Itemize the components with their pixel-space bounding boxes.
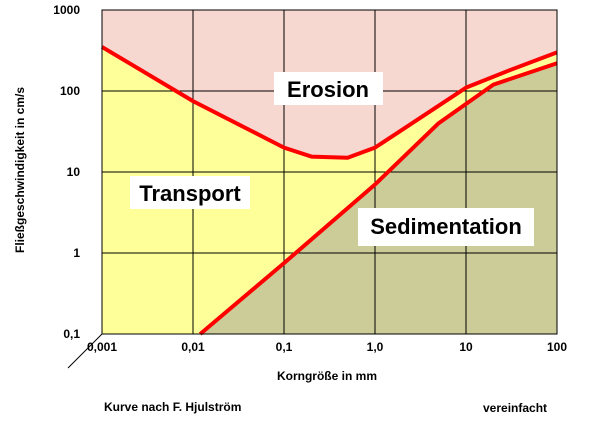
- transport-label-bg: [130, 176, 250, 209]
- x-axis-label: Korngröße in mm: [277, 369, 377, 383]
- x-tick-label-4: 10: [459, 340, 473, 354]
- source-note: Kurve nach F. Hjulström: [104, 400, 242, 414]
- tick-labels: 0,001 0,01 0,1 1,0 10 100 0,1 1 10 100 1000: [53, 3, 567, 354]
- x-tick-label-5: 100: [547, 340, 567, 354]
- x-tick-label-1: 0,01: [181, 340, 205, 354]
- curve-layer: [100, 45, 558, 336]
- y-tick-label-2: 10: [67, 165, 81, 179]
- transport-label: Transport: [139, 181, 241, 206]
- sedimentation-area: [200, 63, 557, 335]
- x-tick-label-0: 0,001: [87, 340, 117, 354]
- erosion-label-bg: [274, 72, 383, 105]
- erosion-label: Erosion: [287, 77, 369, 102]
- y-tick-label-4: 1000: [53, 3, 80, 17]
- y-tick-label-0: 0,1: [63, 327, 80, 341]
- sedimentation-curve: [198, 61, 558, 336]
- erosion-transport-curve: [100, 45, 558, 160]
- y-axis-label: Fließgeschwindigkeit in cm/s: [13, 87, 27, 253]
- simplified-note: vereinfacht: [483, 401, 548, 415]
- sedimentation-label: Sedimentation: [370, 214, 522, 239]
- x-tick-label-2: 0,1: [276, 340, 293, 354]
- plot-border: [101, 9, 558, 335]
- sedimentation-label-bg: [358, 208, 534, 246]
- y-tick-label-3: 100: [60, 84, 80, 98]
- origin-diagonal: [67, 333, 103, 369]
- x-tick-label-3: 1,0: [367, 340, 384, 354]
- y-tick-label-1: 1: [73, 246, 80, 260]
- region-labels: Erosion Transport Sedimentation: [130, 72, 534, 246]
- axes: [67, 9, 558, 369]
